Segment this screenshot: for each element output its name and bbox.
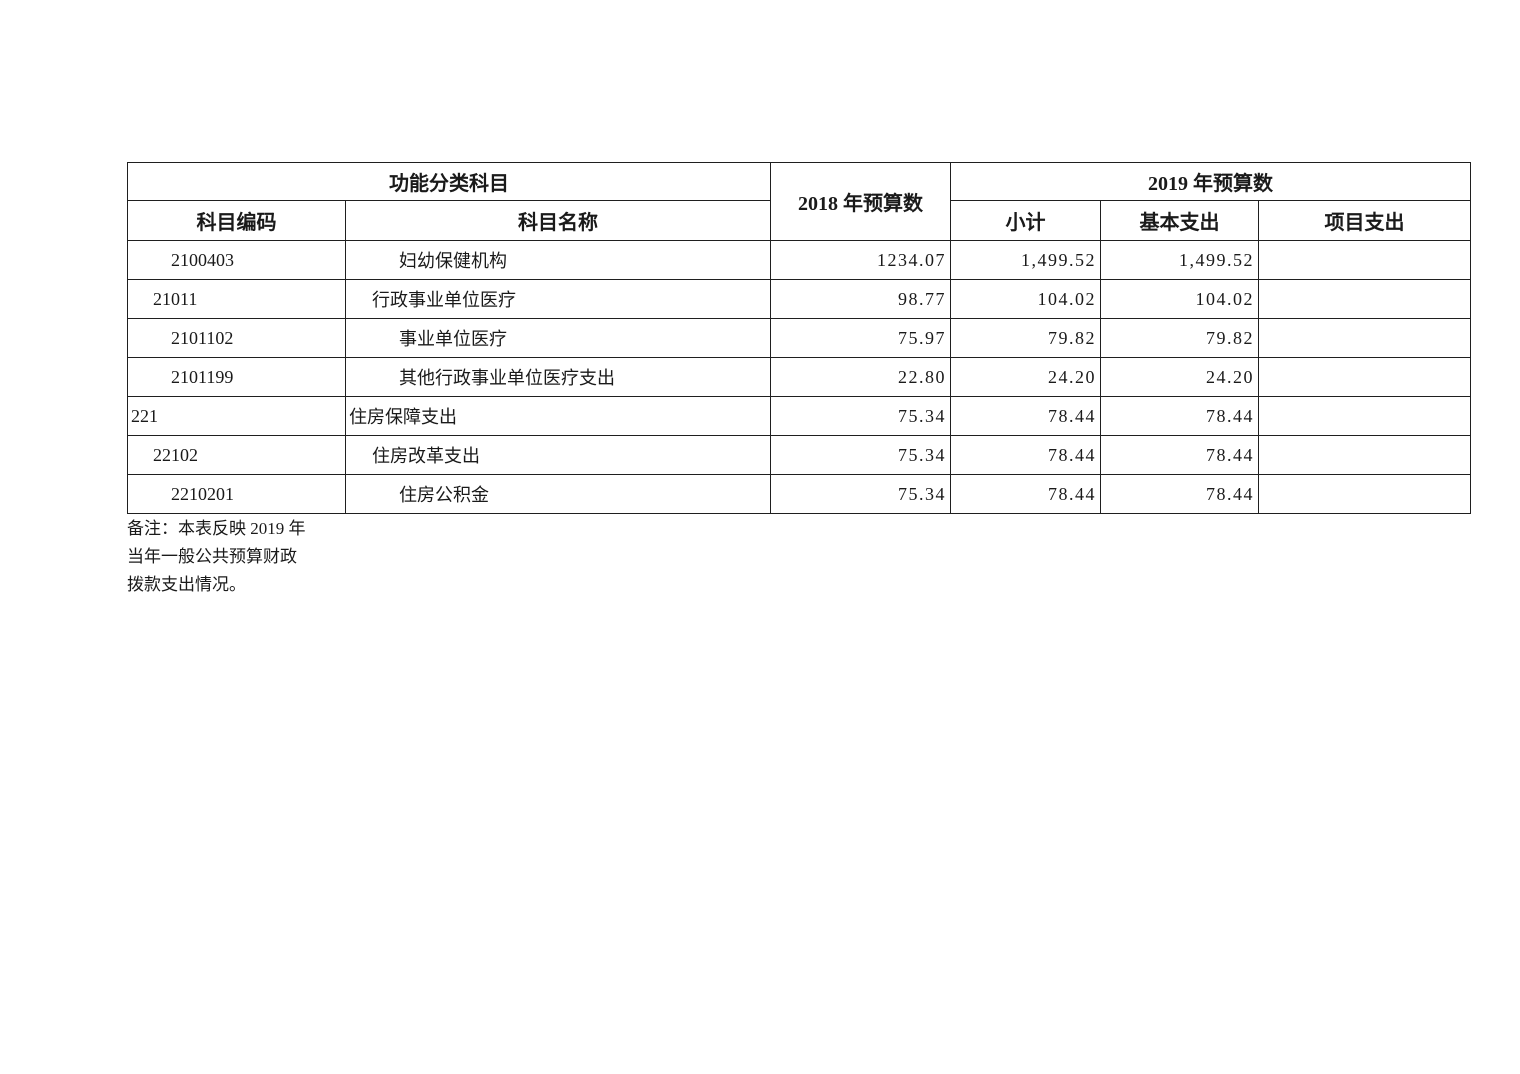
subtotal-cell: 79.82 (950, 318, 1101, 358)
subtotal-cell: 1,499.52 (950, 240, 1101, 280)
table-row: 2101199 其他行政事业单位医疗支出 22.80 24.20 24.20 (127, 357, 1471, 397)
header-basic-expenditure: 基本支出 (1100, 200, 1259, 241)
basic-expenditure-cell: 78.44 (1100, 435, 1259, 475)
basic-expenditure-cell: 78.44 (1100, 396, 1259, 436)
project-expenditure-cell (1258, 435, 1471, 475)
subject-code-cell: 22102 (127, 435, 346, 475)
subject-code-cell: 2100403 (127, 240, 346, 280)
subject-name-cell: 住房公积金 (345, 474, 771, 514)
table-row: 221 住房保障支出 75.34 78.44 78.44 (127, 396, 1471, 436)
basic-expenditure-cell: 78.44 (1100, 474, 1259, 514)
basic-expenditure-cell: 104.02 (1100, 279, 1259, 319)
header-subject-name: 科目名称 (345, 200, 771, 241)
budget-2018-cell: 98.77 (770, 279, 951, 319)
budget-2018-cell: 1234.07 (770, 240, 951, 280)
subtotal-cell: 78.44 (950, 396, 1101, 436)
project-expenditure-cell (1258, 396, 1471, 436)
subject-name-cell: 住房改革支出 (345, 435, 771, 475)
header-budget-2019: 2019 年预算数 (950, 162, 1471, 201)
budget-table: 功能分类科目 2018 年预算数 2019 年预算数 科目编码 科目名称 小计 … (127, 162, 1471, 514)
table-row: 2100403 妇幼保健机构 1234.07 1,499.52 1,499.52 (127, 240, 1471, 280)
header-functional-category: 功能分类科目 (127, 162, 771, 201)
table-row: 2210201 住房公积金 75.34 78.44 78.44 (127, 474, 1471, 514)
header-row-1: 功能分类科目 2018 年预算数 2019 年预算数 (127, 162, 1471, 241)
header-project-expenditure: 项目支出 (1258, 200, 1471, 241)
subtotal-cell: 78.44 (950, 435, 1101, 475)
subject-name-cell: 行政事业单位医疗 (345, 279, 771, 319)
project-expenditure-cell (1258, 474, 1471, 514)
project-expenditure-cell (1258, 357, 1471, 397)
budget-2018-cell: 75.97 (770, 318, 951, 358)
header-subject-code: 科目编码 (127, 200, 346, 241)
subject-code-cell: 2101199 (127, 357, 346, 397)
project-expenditure-cell (1258, 318, 1471, 358)
subject-name-cell: 住房保障支出 (345, 396, 771, 436)
budget-2018-cell: 22.80 (770, 357, 951, 397)
subtotal-cell: 78.44 (950, 474, 1101, 514)
subtotal-cell: 24.20 (950, 357, 1101, 397)
header-subtotal: 小计 (950, 200, 1101, 241)
subtotal-cell: 104.02 (950, 279, 1101, 319)
budget-2018-cell: 75.34 (770, 474, 951, 514)
basic-expenditure-cell: 1,499.52 (1100, 240, 1259, 280)
header-row-2: 科目编码 科目名称 小计 基本支出 项目支出 (127, 200, 1471, 241)
subject-code-cell: 21011 (127, 279, 346, 319)
project-expenditure-cell (1258, 279, 1471, 319)
footnote-line: 当年一般公共预算财政 (127, 547, 297, 566)
table-row: 21011 行政事业单位医疗 98.77 104.02 104.02 (127, 279, 1471, 319)
header-budget-2018: 2018 年预算数 (770, 162, 951, 241)
budget-2018-cell: 75.34 (770, 435, 951, 475)
subject-name-cell: 其他行政事业单位医疗支出 (345, 357, 771, 397)
footnote-line: 拨款支出情况。 (127, 575, 246, 594)
subject-code-cell: 2101102 (127, 318, 346, 358)
table-row: 2101102 事业单位医疗 75.97 79.82 79.82 (127, 318, 1471, 358)
subject-name-cell: 事业单位医疗 (345, 318, 771, 358)
basic-expenditure-cell: 24.20 (1100, 357, 1259, 397)
footnote: 备注：本表反映 2019 年 当年一般公共预算财政 拨款支出情况。 (127, 515, 306, 599)
budget-2018-cell: 75.34 (770, 396, 951, 436)
project-expenditure-cell (1258, 240, 1471, 280)
subject-name-cell: 妇幼保健机构 (345, 240, 771, 280)
subject-code-cell: 2210201 (127, 474, 346, 514)
basic-expenditure-cell: 79.82 (1100, 318, 1259, 358)
footnote-line: 备注：本表反映 2019 年 (127, 519, 306, 538)
subject-code-cell: 221 (127, 396, 346, 436)
table-row: 22102 住房改革支出 75.34 78.44 78.44 (127, 435, 1471, 475)
